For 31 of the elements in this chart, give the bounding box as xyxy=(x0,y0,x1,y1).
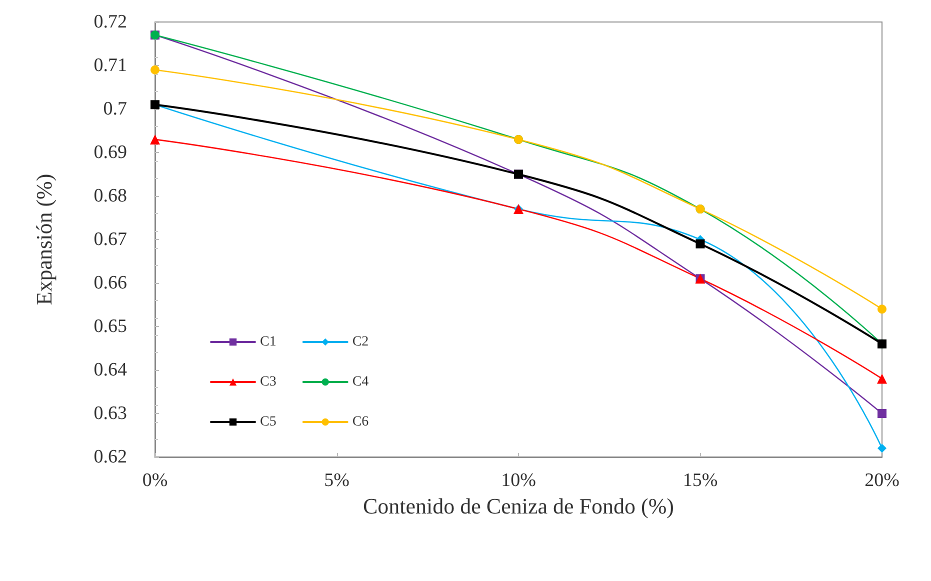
legend-label: C6 xyxy=(352,414,369,430)
x-tick-label: 10% xyxy=(501,470,536,491)
y-tick-label: 0.65 xyxy=(94,316,127,337)
point xyxy=(150,134,160,144)
y-tick-label: 0.64 xyxy=(94,360,128,380)
y-tick-label: 0.71 xyxy=(94,55,127,76)
legend-label: C4 xyxy=(352,374,369,390)
x-tick-label: 0% xyxy=(142,470,168,491)
y-axis-title: Expansión (%) xyxy=(32,174,56,306)
y-tick-label: 0.69 xyxy=(94,142,127,163)
point xyxy=(878,304,886,314)
point xyxy=(878,444,886,453)
point xyxy=(150,65,160,74)
x-tick-label: 15% xyxy=(682,470,718,491)
legend-label: C1 xyxy=(260,334,276,350)
y-tick-label: 0.66 xyxy=(94,272,127,294)
point xyxy=(878,409,886,418)
legend-label: C3 xyxy=(260,374,276,390)
y-tick-label: 0.72 xyxy=(94,12,127,32)
y-tick-label: 0.67 xyxy=(94,229,127,250)
x-tick-label: 5% xyxy=(324,470,350,491)
x-tick-label: 20% xyxy=(864,470,900,491)
point xyxy=(696,239,705,248)
y-tick-label: 0.7 xyxy=(103,98,127,120)
x-axis-title: Contenido de Ceniza de Fondo (%) xyxy=(363,493,674,518)
y-tick-label: 0.62 xyxy=(94,446,127,468)
point xyxy=(877,374,887,384)
legend-label: C5 xyxy=(260,414,276,430)
y-tick-label: 0.63 xyxy=(94,403,127,424)
legend-label: C2 xyxy=(352,334,369,350)
y-tick-label: 0.68 xyxy=(94,186,127,206)
